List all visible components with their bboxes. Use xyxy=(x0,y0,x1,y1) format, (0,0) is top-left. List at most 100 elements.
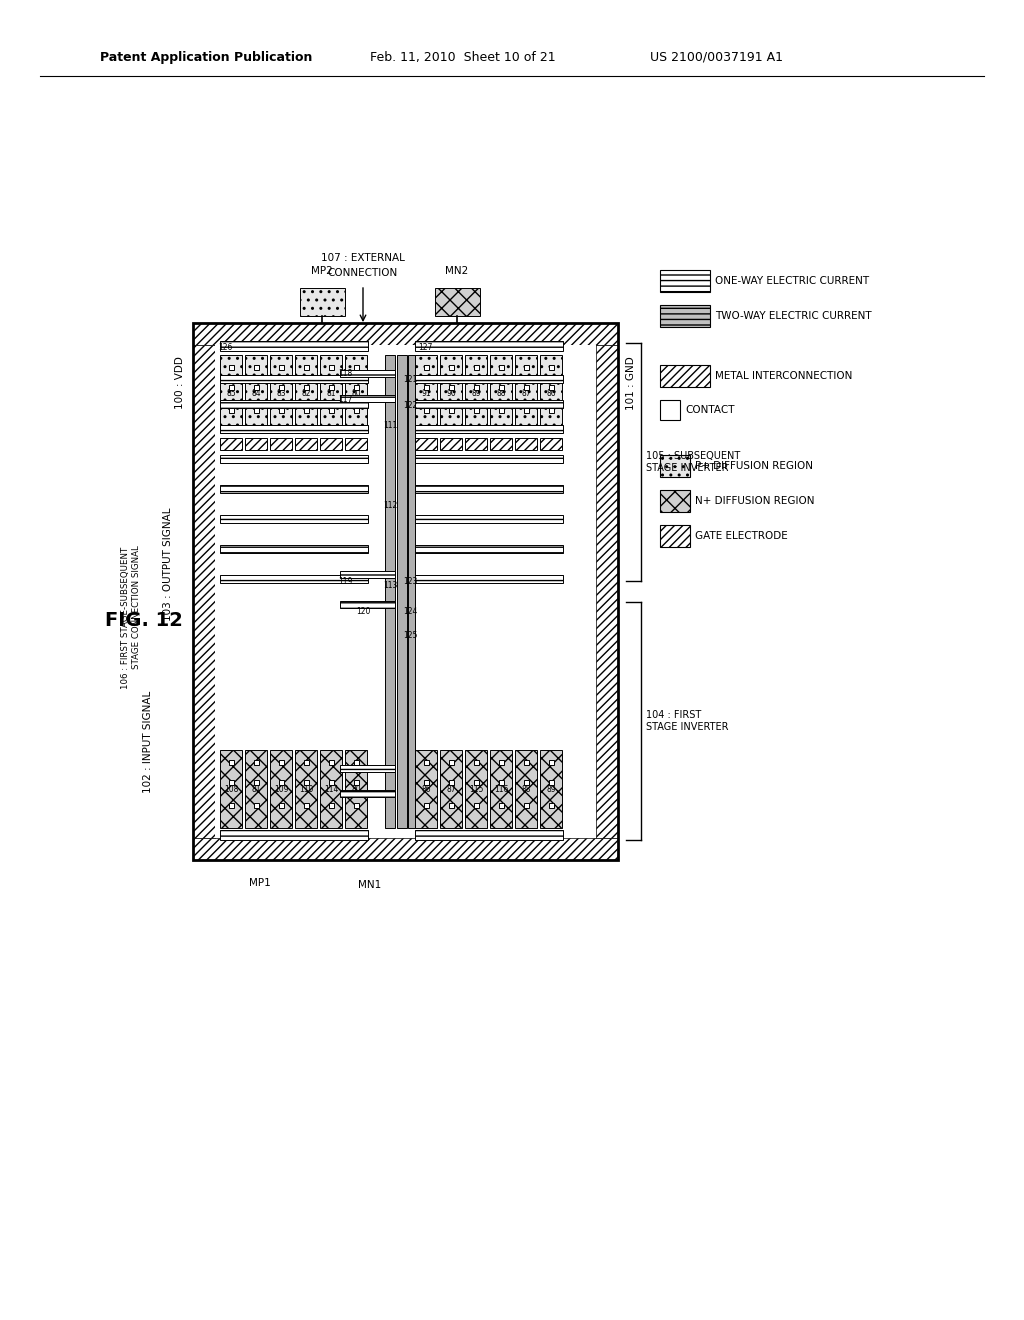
Text: 105 : SUBSEQUENT
STAGE INVERTER: 105 : SUBSEQUENT STAGE INVERTER xyxy=(646,451,740,473)
Bar xyxy=(279,803,284,808)
Text: 81: 81 xyxy=(251,784,261,793)
Bar xyxy=(220,375,368,383)
Text: MN1: MN1 xyxy=(358,880,382,890)
Bar xyxy=(549,780,554,784)
Bar xyxy=(523,780,528,784)
Text: 86: 86 xyxy=(546,389,556,399)
Text: 106 : FIRST STAGE-SUBSEQUENT
        STAGE CONNECTION SIGNAL: 106 : FIRST STAGE-SUBSEQUENT STAGE CONNE… xyxy=(121,545,140,692)
Bar xyxy=(408,355,415,828)
Bar xyxy=(228,364,233,370)
Bar xyxy=(220,341,368,351)
Text: 111: 111 xyxy=(383,421,397,429)
Bar xyxy=(490,438,512,450)
Bar xyxy=(490,355,512,433)
Bar xyxy=(449,780,454,784)
Bar xyxy=(303,364,308,370)
Text: 102 : INPUT SIGNAL: 102 : INPUT SIGNAL xyxy=(143,690,153,793)
Text: 80: 80 xyxy=(351,784,360,793)
Bar xyxy=(220,750,242,828)
Bar xyxy=(660,400,680,420)
Bar xyxy=(424,364,428,370)
Bar xyxy=(424,384,428,389)
Text: 115: 115 xyxy=(469,784,483,793)
Bar xyxy=(295,750,317,828)
Bar xyxy=(549,364,554,370)
Bar xyxy=(523,759,528,764)
Bar xyxy=(279,384,284,389)
Bar xyxy=(340,370,395,378)
Text: CONNECTION: CONNECTION xyxy=(328,268,398,279)
Text: TWO-WAY ELECTRIC CURRENT: TWO-WAY ELECTRIC CURRENT xyxy=(715,312,871,321)
Bar xyxy=(415,484,563,492)
Text: 89: 89 xyxy=(471,389,481,399)
Bar xyxy=(473,408,478,412)
Bar xyxy=(424,759,428,764)
Text: 119: 119 xyxy=(338,577,352,586)
Bar xyxy=(279,780,284,784)
Bar xyxy=(523,364,528,370)
Text: 91: 91 xyxy=(421,389,431,399)
Text: MP1: MP1 xyxy=(249,878,271,888)
Bar xyxy=(279,759,284,764)
Bar xyxy=(220,425,368,433)
Text: 88: 88 xyxy=(521,784,530,793)
Bar xyxy=(515,355,537,433)
Text: GATE ELECTRODE: GATE ELECTRODE xyxy=(695,531,787,541)
Text: 90: 90 xyxy=(446,389,456,399)
Text: FIG. 12: FIG. 12 xyxy=(105,610,183,630)
Text: 127: 127 xyxy=(418,342,432,351)
Bar xyxy=(499,384,504,389)
Bar xyxy=(415,515,563,523)
Text: 107 : EXTERNAL: 107 : EXTERNAL xyxy=(322,253,404,263)
Text: Feb. 11, 2010  Sheet 10 of 21: Feb. 11, 2010 Sheet 10 of 21 xyxy=(370,50,556,63)
Bar xyxy=(228,408,233,412)
Bar xyxy=(228,780,233,784)
Bar xyxy=(540,355,562,433)
Bar xyxy=(303,408,308,412)
Bar xyxy=(215,345,596,838)
Text: P+ DIFFUSION REGION: P+ DIFFUSION REGION xyxy=(695,461,813,471)
Bar xyxy=(385,355,395,828)
Bar xyxy=(193,345,215,838)
Bar xyxy=(549,759,554,764)
Bar xyxy=(435,288,480,315)
Bar xyxy=(329,364,334,370)
Bar xyxy=(254,408,258,412)
Text: 123: 123 xyxy=(402,577,417,586)
Bar xyxy=(319,438,342,450)
Bar xyxy=(424,780,428,784)
Bar xyxy=(449,759,454,764)
Text: 82: 82 xyxy=(301,389,310,399)
Bar xyxy=(353,759,358,764)
Bar xyxy=(245,438,267,450)
Bar xyxy=(660,455,690,477)
Text: 122: 122 xyxy=(402,400,417,409)
Text: 124: 124 xyxy=(402,606,417,615)
Bar xyxy=(220,545,368,553)
Bar xyxy=(440,438,462,450)
Text: MN2: MN2 xyxy=(445,267,469,276)
Bar xyxy=(473,364,478,370)
Bar xyxy=(345,750,367,828)
Text: 109: 109 xyxy=(273,784,288,793)
Bar xyxy=(473,780,478,784)
Bar xyxy=(254,803,258,808)
Text: 87: 87 xyxy=(521,389,530,399)
Bar xyxy=(415,576,563,583)
Text: 125: 125 xyxy=(402,631,417,640)
Bar xyxy=(295,355,317,433)
Bar xyxy=(515,750,537,828)
Text: 120: 120 xyxy=(355,606,371,615)
Bar xyxy=(303,384,308,389)
Bar xyxy=(499,803,504,808)
Text: 83: 83 xyxy=(276,389,286,399)
Bar xyxy=(440,355,462,433)
Bar xyxy=(415,375,563,383)
Text: 80: 80 xyxy=(351,389,360,399)
Bar xyxy=(228,759,233,764)
Bar xyxy=(424,408,428,412)
Bar xyxy=(220,515,368,523)
Bar xyxy=(449,408,454,412)
Text: N+ DIFFUSION REGION: N+ DIFFUSION REGION xyxy=(695,496,814,506)
Bar xyxy=(329,803,334,808)
